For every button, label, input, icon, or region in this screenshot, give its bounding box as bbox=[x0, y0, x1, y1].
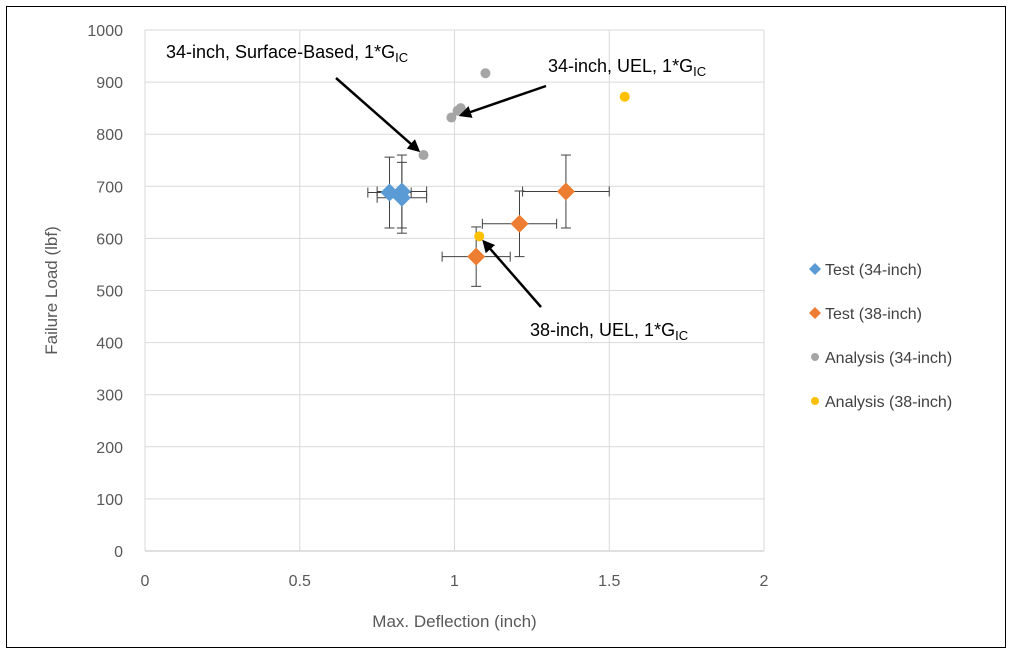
data-point-diamond bbox=[556, 182, 575, 201]
annotation-subscript: IC bbox=[675, 328, 688, 343]
y-axis-title: Failure Load (lbf) bbox=[42, 226, 61, 355]
data-point-circle bbox=[455, 103, 466, 114]
annotation-text: 34-inch, UEL, 1*G bbox=[548, 56, 693, 76]
tick-labels: 0 100 200 300 400 500 600 700 800 900 1000 0 0.5 1 1.5… bbox=[87, 23, 768, 590]
y-tick-label: 700 bbox=[96, 179, 123, 196]
y-tick-label: 100 bbox=[96, 492, 123, 509]
y-tick-label: 200 bbox=[96, 440, 123, 457]
data-point-diamond bbox=[510, 214, 529, 233]
annotation-subscript: IC bbox=[395, 50, 408, 65]
legend-label: Analysis (34-inch) bbox=[825, 350, 952, 367]
legend-marker-circle bbox=[811, 353, 819, 361]
error-bars bbox=[367, 154, 610, 287]
data-point-circle bbox=[446, 112, 457, 123]
grid bbox=[144, 29, 765, 552]
data-point-diamond bbox=[467, 247, 486, 266]
legend-marker-diamond bbox=[809, 307, 821, 319]
x-tick-label: 1.5 bbox=[598, 573, 620, 590]
data-point-circle bbox=[418, 150, 429, 161]
data-point-diamond bbox=[392, 188, 411, 207]
x-tick-label: 1 bbox=[450, 573, 459, 590]
legend-label: Test (38-inch) bbox=[825, 306, 922, 323]
y-tick-label: 0 bbox=[114, 544, 123, 561]
legend-label: Analysis (38-inch) bbox=[825, 394, 952, 411]
annotation-arrow bbox=[335, 77, 421, 153]
legend-marker-diamond bbox=[809, 263, 821, 275]
x-axis-title: Max. Deflection (inch) bbox=[372, 612, 536, 631]
chart: 0 100 200 300 400 500 600 700 800 900 1000 0 0.5 1 1.5… bbox=[6, 6, 1006, 648]
y-tick-label: 900 bbox=[96, 75, 123, 92]
data-point-circle bbox=[480, 68, 491, 79]
y-tick-label: 1000 bbox=[87, 23, 123, 40]
y-tick-label: 300 bbox=[96, 388, 123, 405]
x-tick-label: 2 bbox=[760, 573, 769, 590]
legend-marker-circle bbox=[811, 397, 819, 405]
y-tick-label: 800 bbox=[96, 127, 123, 144]
annotation-subscript: IC bbox=[693, 64, 706, 79]
x-tick-label: 0 bbox=[141, 573, 150, 590]
y-tick-label: 400 bbox=[96, 336, 123, 353]
annotation-text: 38-inch, UEL, 1*G bbox=[530, 320, 675, 340]
annotation-label: 38-inch, UEL, 1*GIC bbox=[530, 320, 688, 343]
data-marks bbox=[380, 68, 630, 266]
x-tick-label: 0.5 bbox=[289, 573, 311, 590]
annotation-text: 34-inch, Surface-Based, 1*G bbox=[166, 42, 395, 62]
annotation-label: 34-inch, Surface-Based, 1*GIC bbox=[166, 42, 408, 65]
y-tick-label: 600 bbox=[96, 231, 123, 248]
annotation-arrow bbox=[482, 239, 542, 308]
y-tick-label: 500 bbox=[96, 284, 123, 301]
data-point-circle bbox=[619, 91, 630, 102]
legend-label: Test (34-inch) bbox=[825, 262, 922, 279]
annotation-label: 34-inch, UEL, 1*GIC bbox=[548, 56, 706, 79]
chart-svg: 0 100 200 300 400 500 600 700 800 900 1000 0 0.5 1 1.5… bbox=[42, 23, 952, 631]
annotations: 34-inch, Surface-Based, 1*GIC 34-inch, UE… bbox=[166, 42, 706, 343]
legend: Test (34-inch) Test (38-inch) Analysis (34… bbox=[809, 262, 952, 411]
annotation-arrow bbox=[458, 84, 547, 118]
data-point-circle bbox=[474, 231, 485, 242]
